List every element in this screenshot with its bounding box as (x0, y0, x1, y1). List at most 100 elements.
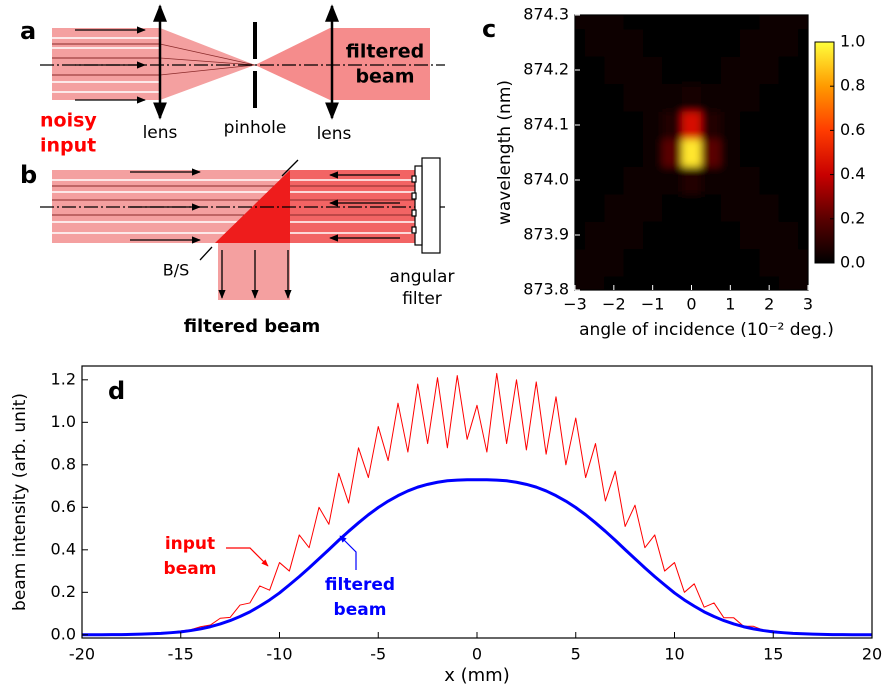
heatmap-cell (662, 83, 683, 112)
heatmap-cell (759, 193, 780, 222)
x-tick-label: -10 (266, 645, 292, 664)
heatmap-cell (778, 193, 799, 222)
heatmap-cell (623, 193, 644, 222)
heatmap-cell (575, 28, 586, 57)
heatmap-cell (759, 166, 780, 195)
annotation-arrow (226, 547, 269, 567)
beam-streaks-dark (52, 43, 160, 76)
heatmap-cell (798, 193, 808, 222)
panel-label: b (20, 161, 37, 189)
heatmap-cell (740, 166, 760, 195)
heatmap-cell (642, 276, 663, 290)
beam-streaks-dark (52, 185, 415, 216)
converging-beam (160, 28, 255, 100)
annotation: input (165, 534, 215, 554)
heatmap-cell (575, 138, 586, 167)
beam-streaks (52, 37, 160, 93)
y-tick-label: 874.3 (523, 5, 569, 24)
heatmap-cell (604, 193, 625, 222)
heatmap-cell (720, 221, 741, 250)
x-tick-label: 10 (664, 645, 684, 664)
heatmap-cell (662, 15, 683, 30)
output-label: filtered (346, 41, 424, 63)
heatmap-cell (720, 83, 741, 112)
y-tick-label: 0.2 (51, 582, 76, 601)
heatmap-cell (778, 15, 799, 30)
heatmap-cell (798, 83, 808, 112)
heatmap-cell (740, 193, 760, 222)
filter-label: filter (402, 289, 442, 309)
heatmap-cell (778, 56, 799, 85)
diagram-a: a filtered beam noisy input lens pinhole (20, 4, 445, 157)
annotation-arrow (339, 535, 357, 570)
heatmap-cell (575, 248, 586, 277)
y-tick-label: 874.1 (523, 115, 569, 134)
heatmap-cell (662, 28, 683, 57)
annotation: beam (334, 600, 387, 620)
heatmap-cell (575, 56, 586, 85)
diagram-b: b B/S (20, 157, 454, 337)
heatmap-cell (759, 111, 780, 140)
heatmap-cell (759, 138, 780, 167)
converging-rays (159, 43, 256, 76)
heatmap-cell (798, 276, 808, 290)
x-tick-label: 2 (764, 295, 774, 314)
beam-splitter-overlap (215, 170, 290, 243)
heatmap-cell (584, 15, 605, 30)
colorbar-tick-label: 0.0 (840, 253, 865, 272)
heatmap-cell (798, 111, 808, 140)
heatmap-cell (584, 56, 605, 85)
heatmap-cell (759, 15, 780, 30)
heatmap-cell (681, 193, 702, 222)
heatmap-cell (662, 248, 683, 277)
heatmap-cell (584, 166, 605, 195)
heatmap-cell (681, 83, 702, 112)
heatmap-cell (798, 15, 808, 30)
heatmap-cell (575, 15, 586, 30)
heatmap-cell (604, 276, 625, 290)
heatmap-cell (701, 15, 722, 30)
panel-label: d (108, 377, 125, 405)
x-tick-label: 0 (472, 645, 482, 664)
x-axis-label: angle of incidence (10⁻² deg.) (579, 320, 834, 340)
heatmap-cell (798, 248, 808, 277)
heatmap-cell (642, 56, 663, 85)
heatmap-cell (584, 28, 605, 57)
heatmap-cell (584, 221, 605, 250)
y-tick-label: 0.0 (51, 624, 76, 643)
heatmap-cell (662, 221, 683, 250)
heatmap-cell (642, 221, 663, 250)
diverging-beam (255, 28, 330, 100)
heatmap-cell (701, 28, 722, 57)
ray-arrows (75, 26, 146, 104)
heatmap-cell (642, 138, 663, 167)
input-beam (52, 28, 160, 100)
heatmap-cell (623, 83, 644, 112)
annotation: beam (164, 559, 217, 579)
heatmap-cell (798, 166, 808, 195)
heatmap-cell (740, 28, 760, 57)
angular-filter (411, 157, 441, 254)
heatmap-cell (778, 248, 799, 277)
heatmap-cell (642, 28, 663, 57)
heatmap-cell (798, 221, 808, 250)
y-tick-label: 874.0 (523, 170, 569, 189)
heatmap-cell (575, 166, 586, 195)
output-beam (330, 28, 430, 100)
heatmap-cell (778, 138, 799, 167)
x-tick-label: 15 (763, 645, 783, 664)
heatmap-cell (642, 15, 663, 30)
heatmap-cell (778, 28, 799, 57)
splitter-leader (199, 246, 213, 261)
annotation: filtered (325, 575, 395, 595)
heatmap-cell (720, 166, 741, 195)
heatmap-cell (604, 28, 625, 57)
x-tick-label: −2 (602, 295, 626, 314)
heatmap-cell (701, 276, 722, 290)
heatmap-cell (778, 166, 799, 195)
heatmap-cell (720, 248, 741, 277)
heatmap-cell (681, 138, 702, 167)
heatmap-cell (778, 276, 799, 290)
heatmap-cell (778, 83, 799, 112)
